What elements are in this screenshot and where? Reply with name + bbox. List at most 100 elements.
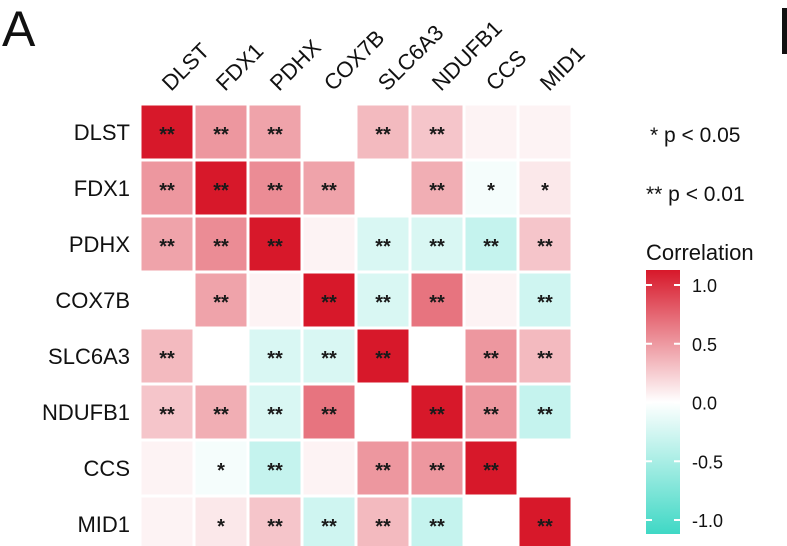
- row-label: CCS: [84, 456, 130, 481]
- heatmap-cell: [192, 326, 250, 386]
- heatmap-cell: [138, 494, 196, 546]
- heatmap-cell: [516, 382, 574, 442]
- significance-mark: **: [321, 348, 337, 370]
- significance-mark: **: [267, 404, 283, 426]
- significance-note-p05: * p < 0.05: [650, 124, 741, 147]
- significance-mark: **: [213, 292, 229, 314]
- heatmap-cell: [516, 438, 574, 498]
- colorbar-tick-label: -1.0: [692, 511, 723, 531]
- significance-mark: *: [217, 516, 225, 538]
- heatmap-cell: [246, 214, 304, 274]
- row-label: PDHX: [69, 232, 130, 257]
- column-label: DLST: [157, 38, 214, 95]
- adjacent-panel-edge: [782, 8, 787, 54]
- column-label: CCS: [481, 45, 532, 96]
- significance-mark: **: [537, 516, 553, 538]
- significance-mark: **: [321, 516, 337, 538]
- significance-mark: **: [213, 180, 229, 202]
- heatmap-cell: [300, 494, 358, 546]
- heatmap-cell: [246, 270, 304, 330]
- heatmap-cell: [300, 270, 358, 330]
- significance-mark: **: [429, 236, 445, 258]
- heatmap-cell: [462, 270, 520, 330]
- significance-mark: **: [429, 292, 445, 314]
- colorbar-title: Correlation: [646, 240, 754, 265]
- heatmap-cell: [516, 494, 574, 546]
- heatmap-cell: [462, 214, 520, 274]
- row-label: COX7B: [55, 288, 130, 313]
- significance-mark: **: [213, 124, 229, 146]
- row-label: NDUFB1: [42, 400, 130, 425]
- colorbar-tick-label: 1.0: [692, 276, 717, 296]
- significance-mark: **: [483, 348, 499, 370]
- significance-mark: **: [267, 348, 283, 370]
- colorbar-tick-label: 0.0: [692, 394, 717, 414]
- significance-mark: **: [213, 404, 229, 426]
- significance-mark: **: [321, 404, 337, 426]
- significance-mark: **: [267, 460, 283, 482]
- significance-mark: **: [375, 516, 391, 538]
- significance-mark: **: [267, 180, 283, 202]
- heatmap-cell: [300, 102, 358, 162]
- heatmap-cell: [138, 326, 196, 386]
- colorbar-tick-label: 0.5: [692, 335, 717, 355]
- significance-mark: **: [375, 292, 391, 314]
- significance-mark: **: [537, 348, 553, 370]
- heatmap-cell: [462, 102, 520, 162]
- heatmap-cell: [462, 326, 520, 386]
- row-label: MID1: [77, 512, 130, 537]
- heatmap-cell: [354, 326, 412, 386]
- heatmap-cell: [354, 102, 412, 162]
- row-label: SLC6A3: [48, 344, 130, 369]
- significance-mark: **: [159, 348, 175, 370]
- heatmap-cell: [192, 270, 250, 330]
- row-labels: DLST FDX1 PDHX COX7B SLC6A3 NDUFB1 CCS MID1: [42, 120, 130, 537]
- significance-mark: **: [213, 236, 229, 258]
- heatmap-cell: [408, 326, 466, 386]
- heatmap-cell: [408, 158, 466, 218]
- significance-mark: **: [483, 236, 499, 258]
- heatmap-cell: [300, 214, 358, 274]
- significance-mark: *: [487, 180, 495, 202]
- significance-mark: **: [159, 404, 175, 426]
- heatmap-cell: [354, 158, 412, 218]
- heatmap-cells: [138, 102, 574, 546]
- heatmap-cell: [300, 438, 358, 498]
- heatmap-cell: [300, 326, 358, 386]
- colorbar-ticks: 1.0 0.5 0.0 -0.5 -1.0: [646, 276, 723, 531]
- significance-mark: **: [159, 180, 175, 202]
- significance-mark: **: [483, 460, 499, 482]
- significance-mark: **: [429, 180, 445, 202]
- heatmap-cell: [138, 158, 196, 218]
- significance-mark: **: [537, 404, 553, 426]
- significance-mark: **: [375, 124, 391, 146]
- heatmap-cell: [516, 102, 574, 162]
- significance-mark: **: [375, 236, 391, 258]
- significance-mark: **: [321, 180, 337, 202]
- column-label: MID1: [535, 41, 590, 96]
- panel-label: A: [2, 1, 36, 57]
- significance-mark: **: [537, 292, 553, 314]
- heatmap-cell: [138, 438, 196, 498]
- heatmap-cell: [354, 382, 412, 442]
- significance-mark: **: [375, 460, 391, 482]
- significance-mark: **: [159, 124, 175, 146]
- heatmap-cell: [516, 270, 574, 330]
- significance-mark: **: [429, 404, 445, 426]
- heatmap-cell: [138, 270, 196, 330]
- significance-mark: *: [541, 180, 549, 202]
- heatmap-cell: [516, 214, 574, 274]
- significance-mark: **: [267, 516, 283, 538]
- column-label: PDHX: [265, 34, 326, 95]
- colorbar-tick-label: -0.5: [692, 452, 723, 472]
- significance-mark: **: [375, 348, 391, 370]
- significance-mark: **: [429, 516, 445, 538]
- row-label: DLST: [74, 120, 130, 145]
- significance-mark: **: [483, 404, 499, 426]
- row-label: FDX1: [74, 176, 130, 201]
- heatmap-cell: [192, 102, 250, 162]
- significance-mark: *: [217, 460, 225, 482]
- significance-mark: **: [537, 236, 553, 258]
- heatmap-cell: [408, 494, 466, 546]
